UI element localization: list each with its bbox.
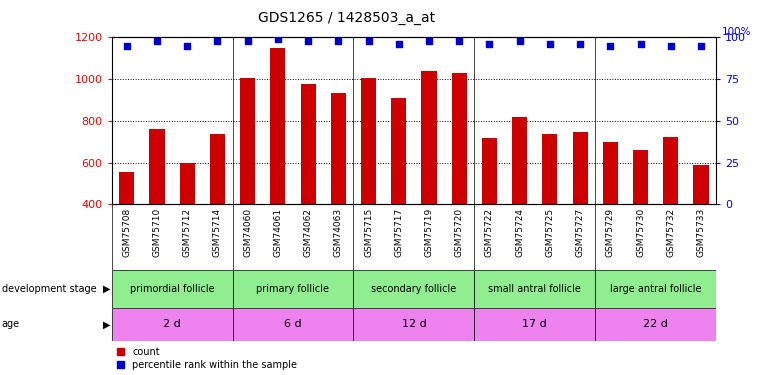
Point <box>484 41 496 47</box>
Bar <box>353 270 474 308</box>
Bar <box>149 129 165 288</box>
Text: 17 d: 17 d <box>522 320 547 329</box>
Point <box>151 38 163 44</box>
Point <box>181 43 193 49</box>
Text: 12 d: 12 d <box>401 320 427 329</box>
Text: GSM75725: GSM75725 <box>545 208 554 257</box>
Text: GSM75708: GSM75708 <box>122 208 131 257</box>
Text: GSM75724: GSM75724 <box>515 208 524 256</box>
Point <box>302 38 314 44</box>
Text: development stage: development stage <box>2 284 96 294</box>
Bar <box>240 78 255 288</box>
Text: GSM75712: GSM75712 <box>182 208 192 257</box>
Point <box>604 43 617 49</box>
Text: primary follicle: primary follicle <box>256 284 330 294</box>
Bar <box>391 98 407 288</box>
Bar <box>474 270 595 308</box>
Text: GSM74061: GSM74061 <box>273 208 283 257</box>
Text: 6 d: 6 d <box>284 320 302 329</box>
Bar <box>179 163 195 288</box>
Text: ▶: ▶ <box>102 284 110 294</box>
Bar <box>233 308 353 341</box>
Bar <box>595 270 716 308</box>
Text: GSM74060: GSM74060 <box>243 208 252 257</box>
Text: large antral follicle: large antral follicle <box>610 284 701 294</box>
Point <box>332 38 344 44</box>
Point <box>665 43 677 49</box>
Text: GSM75717: GSM75717 <box>394 208 403 257</box>
Bar <box>542 135 557 288</box>
Text: GSM75727: GSM75727 <box>576 208 584 257</box>
Bar <box>603 142 618 288</box>
Legend: count, percentile rank within the sample: count, percentile rank within the sample <box>116 347 297 370</box>
Text: GSM75733: GSM75733 <box>697 208 705 257</box>
Bar <box>482 138 497 288</box>
Bar <box>119 172 134 288</box>
Text: GSM75714: GSM75714 <box>213 208 222 257</box>
Text: 100%: 100% <box>722 27 752 38</box>
Bar <box>595 308 716 341</box>
Bar <box>270 48 286 288</box>
Bar <box>452 73 467 288</box>
Bar <box>633 150 648 288</box>
Bar <box>361 78 376 288</box>
Text: GSM75720: GSM75720 <box>455 208 464 257</box>
Point <box>393 41 405 47</box>
Bar <box>663 136 678 288</box>
Text: GSM75722: GSM75722 <box>485 208 494 256</box>
Bar <box>210 135 225 288</box>
Text: GSM75710: GSM75710 <box>152 208 162 257</box>
Text: GSM75730: GSM75730 <box>636 208 645 257</box>
Text: GDS1265 / 1428503_a_at: GDS1265 / 1428503_a_at <box>258 11 435 25</box>
Bar <box>233 270 353 308</box>
Point <box>695 43 707 49</box>
Point <box>121 43 133 49</box>
Text: secondary follicle: secondary follicle <box>371 284 457 294</box>
Point <box>634 41 647 47</box>
Point <box>242 38 254 44</box>
Bar <box>421 71 437 288</box>
Text: primordial follicle: primordial follicle <box>130 284 214 294</box>
Text: 22 d: 22 d <box>643 320 668 329</box>
Bar <box>112 270 233 308</box>
Point <box>574 41 586 47</box>
Bar <box>112 308 233 341</box>
Point <box>453 38 465 44</box>
Bar <box>353 308 474 341</box>
Bar <box>331 93 346 288</box>
Point <box>514 38 526 44</box>
Point <box>211 38 223 44</box>
Text: GSM75715: GSM75715 <box>364 208 373 257</box>
Text: GSM74063: GSM74063 <box>334 208 343 257</box>
Bar <box>694 165 708 288</box>
Bar <box>300 84 316 288</box>
Text: age: age <box>2 320 20 329</box>
Text: small antral follicle: small antral follicle <box>488 284 581 294</box>
Text: GSM74062: GSM74062 <box>303 208 313 256</box>
Bar <box>573 132 588 288</box>
Text: ▶: ▶ <box>102 320 110 329</box>
Point <box>363 38 375 44</box>
Point <box>544 41 556 47</box>
Bar <box>512 117 527 288</box>
Text: GSM75729: GSM75729 <box>606 208 614 257</box>
Point <box>423 38 435 44</box>
Text: GSM75732: GSM75732 <box>666 208 675 257</box>
Point <box>272 36 284 42</box>
Text: 2 d: 2 d <box>163 320 181 329</box>
Text: GSM75719: GSM75719 <box>424 208 434 257</box>
Bar <box>474 308 595 341</box>
